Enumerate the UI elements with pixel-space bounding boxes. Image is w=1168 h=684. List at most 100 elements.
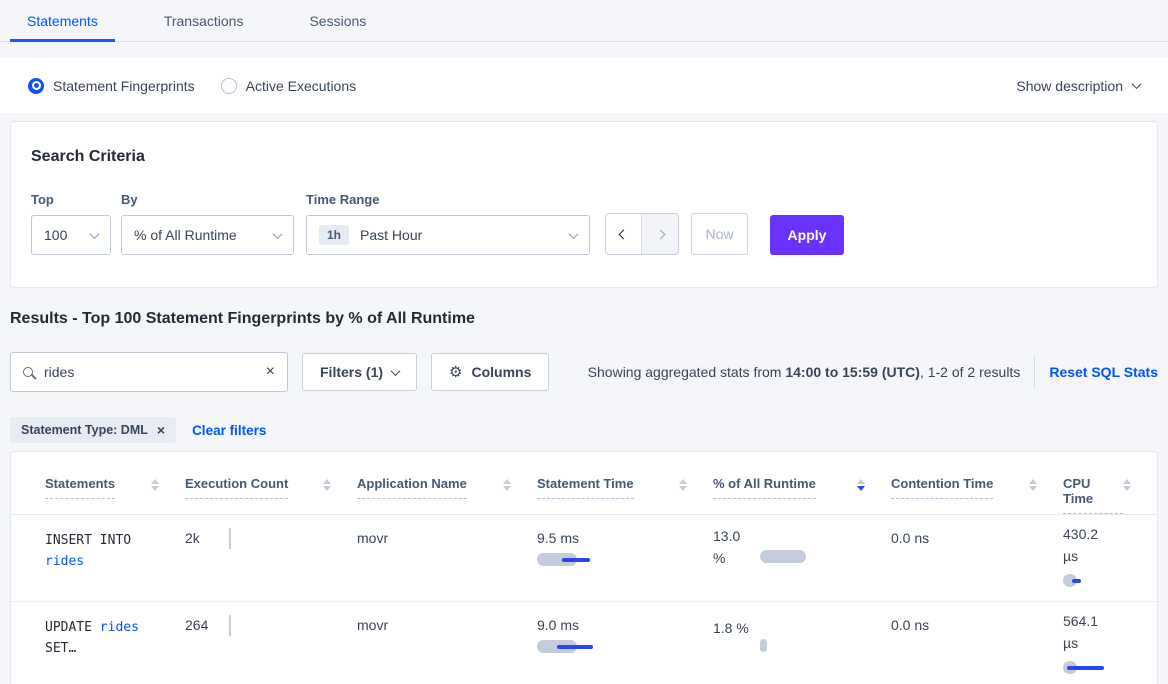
now-button[interactable]: Now xyxy=(691,213,748,255)
sql-text: SET… xyxy=(45,641,77,656)
reset-sql-stats-link[interactable]: Reset SQL Stats xyxy=(1049,364,1158,380)
sort-icon[interactable] xyxy=(1123,479,1131,491)
sort-icon[interactable] xyxy=(323,479,331,491)
spacer xyxy=(0,42,1168,58)
column-header-statement-time[interactable]: Statement Time xyxy=(537,452,713,514)
application-name-cell: movr xyxy=(357,617,389,633)
columns-button[interactable]: ⚙ Columns xyxy=(431,353,550,391)
clear-search-icon[interactable]: × xyxy=(265,363,275,380)
cpu-time-cell: 564.1 µs xyxy=(1063,602,1157,684)
column-header-statements[interactable]: Statements xyxy=(45,452,185,514)
page-content: Search Criteria Top 100 By % of All Runt… xyxy=(0,113,1168,684)
pct-runtime-bar xyxy=(760,549,810,563)
execution-count-bar xyxy=(229,615,231,636)
sql-text: INSERT INTO xyxy=(45,533,132,548)
chevron-down-icon xyxy=(390,365,401,376)
column-header-application-name[interactable]: Application Name xyxy=(357,452,537,514)
tab-transactions[interactable]: Transactions xyxy=(163,12,244,29)
by-select[interactable]: % of All Runtime xyxy=(121,215,294,255)
top-field: Top 100 xyxy=(31,192,111,255)
sort-icon-active-desc[interactable] xyxy=(857,479,865,491)
radio-selected-icon xyxy=(28,77,44,94)
chevron-down-icon xyxy=(272,228,283,239)
cpu-time-bar xyxy=(1063,661,1113,674)
statement-time-bar xyxy=(537,553,597,566)
sql-text: UPDATE xyxy=(45,620,100,635)
chevron-down-icon xyxy=(89,228,100,239)
table-row: UPDATE rides SET… 264 movr 9.0 ms 1.8 % xyxy=(11,602,1157,684)
column-header-contention-time[interactable]: Contention Time xyxy=(891,452,1063,514)
view-mode-bar: Statement Fingerprints Active Executions… xyxy=(0,58,1168,113)
execution-count-bar xyxy=(229,528,231,549)
chevron-down-icon xyxy=(568,228,579,239)
view-mode-radio-group: Statement Fingerprints Active Executions xyxy=(28,77,357,94)
top-select[interactable]: 100 xyxy=(31,215,111,255)
table-row: INSERT INTO rides 2k movr 9.5 ms 13.0 % xyxy=(11,515,1157,602)
statement-search-box[interactable]: × xyxy=(10,352,288,392)
previous-time-window-button[interactable] xyxy=(606,214,642,254)
filter-chips-row: Statement Type: DML × Clear filters xyxy=(10,417,1158,443)
time-range-badge: 1h xyxy=(319,225,350,245)
sort-icon[interactable] xyxy=(151,479,159,491)
time-range-value: Past Hour xyxy=(360,227,423,243)
search-criteria-card: Search Criteria Top 100 By % of All Runt… xyxy=(10,121,1158,288)
show-description-toggle[interactable]: Show description xyxy=(1016,78,1142,94)
radio-active-executions[interactable]: Active Executions xyxy=(220,77,357,94)
filter-chip-label: Statement Type: DML xyxy=(21,423,148,437)
cpu-time-cell: 430.2 µs xyxy=(1063,515,1157,601)
top-label: Top xyxy=(31,192,54,207)
stats-time-range: 14:00 to 15:59 (UTC) xyxy=(785,364,920,380)
pct-all-runtime-cell: 13.0 % xyxy=(713,515,891,601)
search-criteria-form: Top 100 By % of All Runtime Time Range 1… xyxy=(31,192,1137,255)
radio-unselected-icon xyxy=(220,77,237,94)
statements-table: Statements Execution Count Application N… xyxy=(10,451,1158,684)
contention-time-cell: 0.0 ns xyxy=(891,530,930,546)
tab-statements[interactable]: Statements xyxy=(10,0,115,42)
results-heading: Results - Top 100 Statement Fingerprints… xyxy=(10,310,475,327)
search-criteria-title: Search Criteria xyxy=(31,148,145,165)
statement-fingerprint-link[interactable]: rides xyxy=(45,554,85,569)
statement-time-cell: 9.5 ms xyxy=(537,515,713,601)
sort-icon[interactable] xyxy=(503,479,511,491)
next-time-window-button[interactable] xyxy=(642,214,678,254)
time-range-select[interactable]: 1h Past Hour xyxy=(306,215,590,255)
column-header-cpu-time[interactable]: CPU Time xyxy=(1063,452,1157,514)
time-range-label: Time Range xyxy=(306,192,380,207)
search-input[interactable] xyxy=(44,364,266,380)
filters-button[interactable]: Filters (1) xyxy=(302,353,418,391)
time-range-field: Time Range 1h Past Hour xyxy=(294,192,590,255)
by-field: By % of All Runtime xyxy=(111,192,294,255)
aggregated-stats-note: Showing aggregated stats from 14:00 to 1… xyxy=(587,364,1021,380)
execution-count-cell: 264 xyxy=(185,602,357,684)
radio-statement-fingerprints[interactable]: Statement Fingerprints xyxy=(28,77,195,94)
by-label: By xyxy=(121,192,138,207)
column-header-pct-all-runtime[interactable]: % of All Runtime xyxy=(713,452,891,514)
time-window-arrows xyxy=(605,213,679,255)
remove-filter-icon[interactable]: × xyxy=(156,422,166,438)
radio-label: Statement Fingerprints xyxy=(53,77,195,94)
tab-sessions[interactable]: Sessions xyxy=(309,12,367,29)
columns-button-label: Columns xyxy=(471,364,532,380)
apply-button[interactable]: Apply xyxy=(770,215,844,255)
execution-count-cell: 2k xyxy=(185,515,357,601)
application-name-cell: movr xyxy=(357,530,389,546)
statement-time-cell: 9.0 ms xyxy=(537,602,713,684)
vertical-divider xyxy=(1034,355,1036,389)
statement-cell: UPDATE rides SET… xyxy=(45,602,185,684)
clear-filters-link[interactable]: Clear filters xyxy=(192,422,267,438)
table-header-row: Statements Execution Count Application N… xyxy=(11,452,1157,515)
chevron-left-icon xyxy=(618,229,629,239)
filters-button-label: Filters (1) xyxy=(320,364,384,380)
sort-icon[interactable] xyxy=(679,479,687,491)
search-icon xyxy=(23,367,33,377)
top-select-value: 100 xyxy=(44,227,68,243)
sort-icon[interactable] xyxy=(1029,479,1037,491)
pct-runtime-bar xyxy=(760,639,810,652)
statement-fingerprint-link[interactable]: rides xyxy=(99,620,139,635)
filter-chip-statement-type[interactable]: Statement Type: DML × xyxy=(10,417,177,443)
column-header-execution-count[interactable]: Execution Count xyxy=(185,452,357,514)
chevron-right-icon xyxy=(655,229,665,239)
radio-label: Active Executions xyxy=(245,77,357,94)
statement-cell: INSERT INTO rides xyxy=(45,515,185,601)
by-select-value: % of All Runtime xyxy=(134,227,237,243)
